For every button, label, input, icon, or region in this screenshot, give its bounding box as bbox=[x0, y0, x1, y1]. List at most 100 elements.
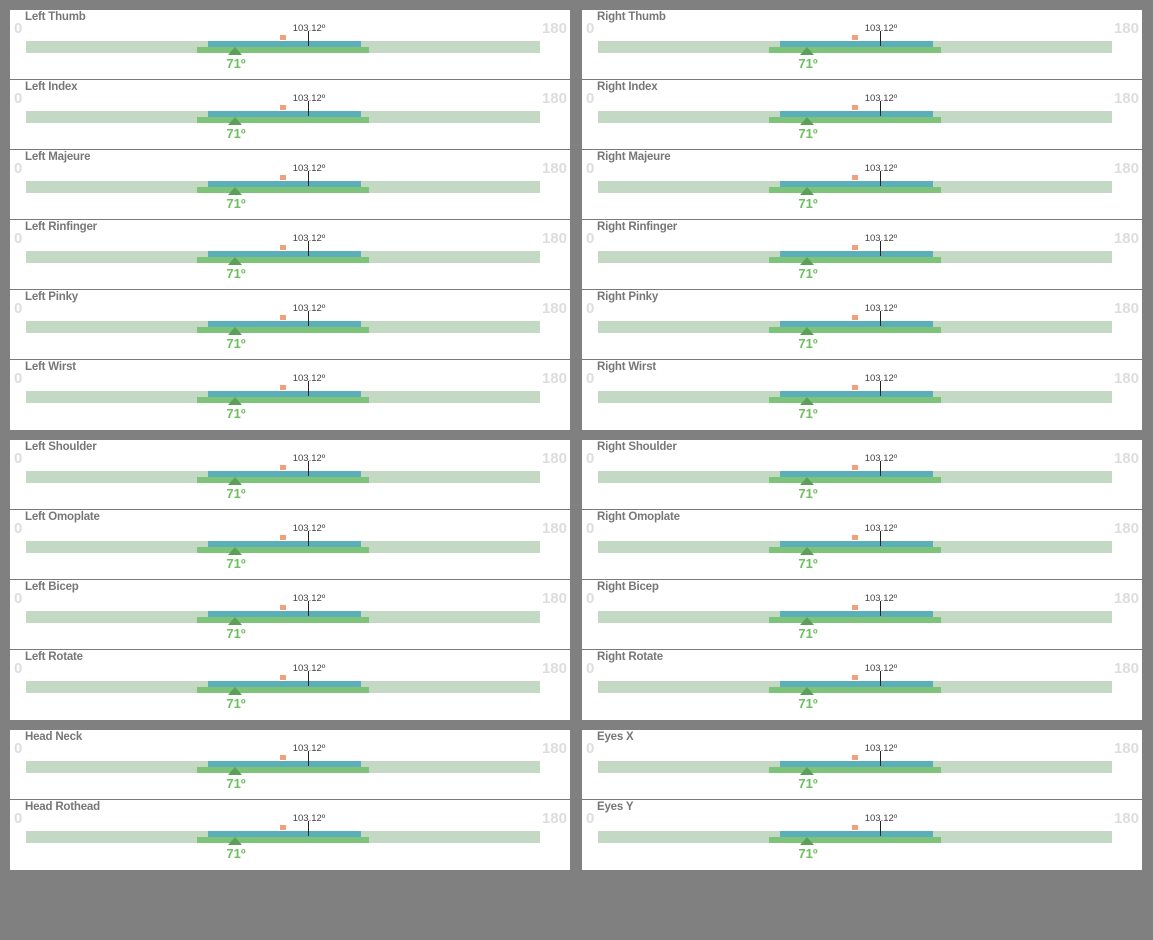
rest-marker bbox=[280, 465, 286, 470]
range-bar-green bbox=[769, 117, 941, 123]
min-value: 0 bbox=[14, 160, 23, 177]
min-value: 0 bbox=[14, 300, 23, 317]
range-bar-green bbox=[769, 767, 941, 773]
servo-row-left-rinfinger: Left Rinfinger 0 180 103.12º 71º bbox=[10, 220, 570, 290]
slider-handle-triangle-icon[interactable] bbox=[228, 687, 242, 695]
target-value-label: 71º bbox=[226, 336, 246, 351]
range-bar-green bbox=[197, 767, 369, 773]
slider-handle-triangle-icon[interactable] bbox=[800, 687, 814, 695]
max-value: 180 bbox=[1113, 230, 1139, 247]
current-value-tick bbox=[308, 241, 309, 256]
min-value: 0 bbox=[586, 230, 595, 247]
min-value: 0 bbox=[14, 230, 23, 247]
current-value-tick bbox=[880, 821, 881, 836]
slider-handle-triangle-icon[interactable] bbox=[800, 187, 814, 195]
servo-row-left-bicep: Left Bicep 0 180 103.12º 71º bbox=[10, 580, 570, 650]
range-bar-blue bbox=[208, 761, 361, 767]
slider-handle-triangle-icon[interactable] bbox=[228, 837, 242, 845]
slider-handle-triangle-icon[interactable] bbox=[228, 547, 242, 555]
servo-label: Left Rotate bbox=[25, 651, 83, 663]
servo-label: Eyes X bbox=[597, 731, 634, 743]
min-value: 0 bbox=[14, 590, 23, 607]
target-value-label: 71º bbox=[226, 486, 246, 501]
current-value-tick bbox=[308, 311, 309, 326]
servo-row-left-thumb: Left Thumb 0 180 103.12º 71º bbox=[10, 10, 570, 80]
rest-marker bbox=[280, 385, 286, 390]
current-value-tick bbox=[308, 751, 309, 766]
slider-handle-triangle-icon[interactable] bbox=[228, 327, 242, 335]
target-value-label: 71º bbox=[798, 626, 818, 641]
panel-head: Head Neck 0 180 103.12º 71º Head Rothead… bbox=[10, 730, 570, 870]
target-value-label: 71º bbox=[798, 266, 818, 281]
range-bar-blue bbox=[780, 611, 933, 617]
range-bar-green bbox=[197, 397, 369, 403]
slider-handle-triangle-icon[interactable] bbox=[228, 617, 242, 625]
slider-handle-triangle-icon[interactable] bbox=[228, 397, 242, 405]
max-value: 180 bbox=[1113, 160, 1139, 177]
max-value: 180 bbox=[541, 230, 567, 247]
slider-handle-triangle-icon[interactable] bbox=[800, 257, 814, 265]
current-value-tick bbox=[308, 461, 309, 476]
target-value-label: 71º bbox=[798, 696, 818, 711]
slider-handle-triangle-icon[interactable] bbox=[228, 47, 242, 55]
min-value: 0 bbox=[14, 660, 23, 677]
range-bar-blue bbox=[208, 681, 361, 687]
rest-marker bbox=[852, 385, 858, 390]
slider-handle-triangle-icon[interactable] bbox=[800, 617, 814, 625]
max-value: 180 bbox=[1113, 520, 1139, 537]
current-value-label: 103.12º bbox=[292, 523, 326, 534]
servo-row-right-bicep: Right Bicep 0 180 103.12º 71º bbox=[582, 580, 1142, 650]
range-bar-green bbox=[769, 547, 941, 553]
range-bar-blue bbox=[208, 251, 361, 257]
slider-handle-triangle-icon[interactable] bbox=[228, 477, 242, 485]
current-value-label: 103.12º bbox=[292, 663, 326, 674]
current-value-tick bbox=[308, 101, 309, 116]
servo-row-right-index: Right Index 0 180 103.12º 71º bbox=[582, 80, 1142, 150]
range-bar-green bbox=[769, 617, 941, 623]
slider-handle-triangle-icon[interactable] bbox=[800, 547, 814, 555]
current-value-tick bbox=[308, 31, 309, 46]
panel-right-hand: Right Thumb 0 180 103.12º 71º Right Inde… bbox=[582, 10, 1142, 430]
rest-marker bbox=[280, 825, 286, 830]
min-value: 0 bbox=[14, 520, 23, 537]
min-value: 0 bbox=[14, 740, 23, 757]
range-bar-green bbox=[769, 257, 941, 263]
slider-handle-triangle-icon[interactable] bbox=[800, 477, 814, 485]
current-value-tick bbox=[308, 821, 309, 836]
min-value: 0 bbox=[14, 450, 23, 467]
servo-label: Right Bicep bbox=[597, 581, 659, 593]
max-value: 180 bbox=[541, 20, 567, 37]
slider-handle-triangle-icon[interactable] bbox=[800, 837, 814, 845]
slider-handle-triangle-icon[interactable] bbox=[228, 117, 242, 125]
servo-label: Right Majeure bbox=[597, 151, 671, 163]
slider-handle-triangle-icon[interactable] bbox=[800, 327, 814, 335]
servo-row-left-omoplate: Left Omoplate 0 180 103.12º 71º bbox=[10, 510, 570, 580]
range-bar-green bbox=[197, 837, 369, 843]
slider-handle-triangle-icon[interactable] bbox=[800, 397, 814, 405]
current-value-tick bbox=[880, 531, 881, 546]
slider-handle-triangle-icon[interactable] bbox=[800, 117, 814, 125]
slider-handle-triangle-icon[interactable] bbox=[800, 767, 814, 775]
rest-marker bbox=[280, 175, 286, 180]
target-value-label: 71º bbox=[798, 486, 818, 501]
range-bar-blue bbox=[780, 541, 933, 547]
min-value: 0 bbox=[14, 810, 23, 827]
target-value-label: 71º bbox=[798, 406, 818, 421]
current-value-label: 103.12º bbox=[864, 93, 898, 104]
slider-handle-triangle-icon[interactable] bbox=[228, 257, 242, 265]
max-value: 180 bbox=[541, 810, 567, 827]
slider-handle-triangle-icon[interactable] bbox=[228, 187, 242, 195]
rest-marker bbox=[852, 675, 858, 680]
max-value: 180 bbox=[541, 370, 567, 387]
slider-handle-triangle-icon[interactable] bbox=[228, 767, 242, 775]
servo-label: Right Wirst bbox=[597, 361, 657, 373]
range-bar-blue bbox=[780, 391, 933, 397]
max-value: 180 bbox=[541, 300, 567, 317]
slider-handle-triangle-icon[interactable] bbox=[800, 47, 814, 55]
target-value-label: 71º bbox=[798, 56, 818, 71]
min-value: 0 bbox=[586, 370, 595, 387]
min-value: 0 bbox=[14, 370, 23, 387]
range-bar-blue bbox=[780, 761, 933, 767]
current-value-label: 103.12º bbox=[864, 663, 898, 674]
rest-marker bbox=[852, 755, 858, 760]
